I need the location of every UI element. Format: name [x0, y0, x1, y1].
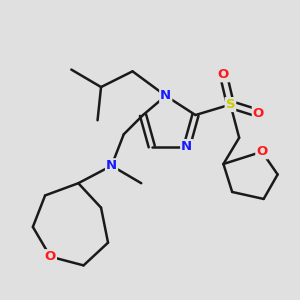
Text: S: S [226, 98, 235, 111]
Text: O: O [253, 107, 264, 120]
Text: O: O [45, 250, 56, 263]
Text: N: N [106, 159, 117, 172]
Text: O: O [256, 145, 268, 158]
Text: O: O [218, 68, 229, 81]
Text: N: N [160, 89, 171, 102]
Text: N: N [181, 140, 192, 153]
